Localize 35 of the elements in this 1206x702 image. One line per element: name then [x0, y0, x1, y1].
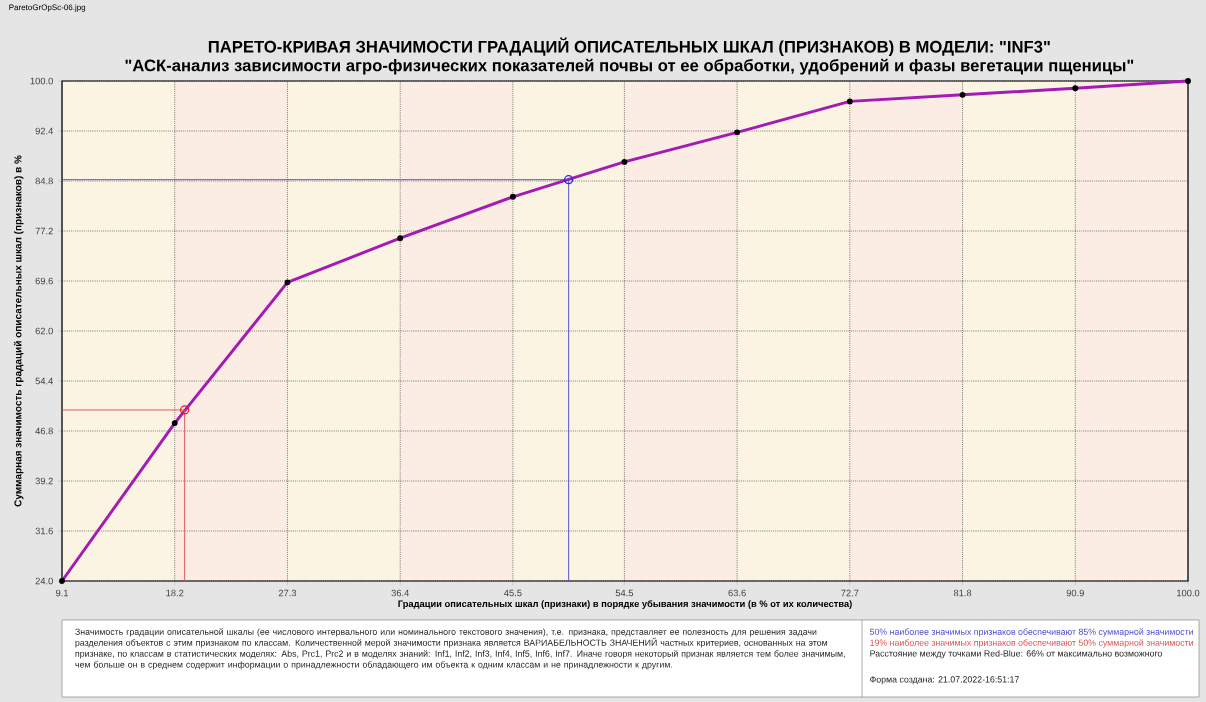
y-tick-label: 24.0	[35, 577, 53, 585]
line-series	[59, 78, 1191, 584]
y-tick-label: 77.2	[35, 227, 53, 235]
point	[563, 175, 574, 185]
y-tick-label: 39.2	[35, 477, 53, 485]
y-tick-label: 54.4	[35, 377, 54, 385]
text: Форма создана: 21.07.2022-16:51:17	[870, 676, 1019, 685]
x-tick-label: 27.3	[278, 589, 297, 597]
x-axis-title: Градации описательных шкал (признаки) в порядке убывания значимости (в % от их количества)	[398, 600, 852, 609]
y-axis-title: Суммарная значимость градаций описательных шкал (признаков) в %	[13, 155, 24, 507]
y-tick-label: 84.8	[35, 177, 53, 185]
x-tick-label: 81.8	[953, 589, 972, 597]
x-tick-label: 63.6	[728, 589, 746, 597]
x-tick-label: 18.2	[166, 589, 184, 597]
text: Расстояние между точками Red-Blue: 66% от максимально возможного	[870, 650, 1162, 659]
x-tick-label: 36.4	[391, 589, 409, 597]
chart-subtitle: "АСК-анализ зависимости агро-физических показателей почвы от ее обработки, удобрений и фазы вегетации пщеницы"	[125, 58, 1134, 75]
x-tick-label: 45.5	[504, 589, 522, 597]
x-tick-label: 90.9	[1066, 589, 1084, 597]
y-tick-label: 31.6	[35, 527, 53, 535]
text: 50% наиболее значимых признаков обеспечивают 85% суммарной значимости	[869, 628, 1193, 637]
y-tick-label: 92.4	[35, 127, 54, 135]
y-tick-label: 46.8	[35, 427, 53, 435]
text: 19% наиболее значимых признаков обеспечивают 50% суммарной значимости	[870, 639, 1193, 648]
point	[179, 405, 190, 415]
y-tick-label: 62.0	[35, 327, 53, 335]
x-tick-label: 54.5	[615, 589, 634, 597]
x-tick-label: 9.1	[55, 589, 69, 597]
y-tick-label: 100.0	[30, 77, 53, 85]
text: Значимость градации описательной шкалы (ее числового интервального или номинального текстового значения), т.е. признака, представляет ее полезность для решения задачи разделения объектов с этим признаком по классам. Количественной мерой значимости признака является ВАРИАБЕЛЬНОСТЬ ЗНАЧЕНИЙ частных критериев, основанных на этом признаке, по классам в статистических моделях: Abs, Prc1, Prc2 и в моделях знаний: Inf1, Inf2, Inf3, Inf4, Inf5, Inf6, Inf7. Иначе говоря некоторый признак является тем более значимым, чем больше он в среднем содержит информации о принадлежности обладающего им объекта к одним классам и не принадлежности к другим.	[75, 628, 845, 670]
x-tick-label: 72.7	[841, 589, 859, 597]
y-tick-label: 69.6	[35, 277, 53, 285]
text: ParetoGrOpSc-06.jpg	[9, 4, 86, 12]
x-tick-label: 100.0	[1177, 589, 1200, 597]
chart-title: ПАРЕТО-КРИВАЯ ЗНАЧИМОСТИ ГРАДАЦИЙ ОПИСАТЕЛЬНЫХ ШКАЛ (ПРИЗНАКОВ) В МОДЕЛИ: "INF3"	[208, 37, 1050, 56]
